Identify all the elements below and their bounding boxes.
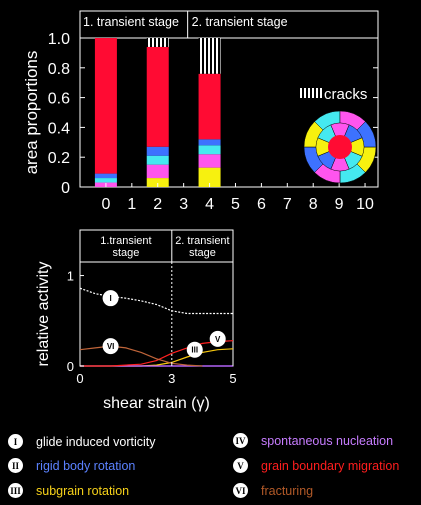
series-line-I: [79, 287, 233, 315]
y-tick-label: 0: [67, 359, 74, 374]
bar-segment-2-1: [146, 164, 169, 179]
x-tick-label: 7: [283, 196, 292, 213]
x-tick-label: 5: [229, 371, 236, 386]
legend-marker-badge: IV: [233, 433, 248, 448]
bar-segment-2-4: [146, 46, 169, 147]
y-tick-label: 0.2: [48, 150, 70, 167]
y-axis-label: relative activity: [35, 262, 52, 367]
legend-item-II: II rigid body rotation: [8, 458, 135, 473]
series-line-III: [80, 348, 234, 367]
bar-segment-4-2: [198, 145, 221, 155]
inset-grain-core: [328, 135, 352, 159]
bar-segment-4-3: [198, 139, 221, 146]
marker-badge-label-V: V: [215, 335, 221, 344]
y-axis-label: area proportions: [22, 51, 41, 175]
x-tick-label: 4: [205, 196, 214, 213]
legend-item-VI: VI fracturing: [233, 483, 313, 498]
y-tick-label: 0.6: [48, 91, 70, 108]
marker-badge-V: [209, 330, 226, 347]
y-tick-label: 1.0: [48, 31, 70, 48]
x-tick-label: 3: [179, 196, 188, 213]
y-tick-label: 0.8: [48, 61, 70, 78]
bar-segment-2-5: [146, 38, 169, 47]
bar-segment-2-0: [146, 178, 169, 187]
y-tick-label: 1: [67, 269, 74, 284]
stage-label-2-line2: stage: [189, 247, 216, 259]
bar-segment-0-4: [94, 38, 117, 174]
cracks-legend-swatch: [300, 88, 322, 98]
marker-badge-label-III: III: [191, 346, 198, 355]
stage-label-1-line2: stage: [112, 247, 139, 259]
x-tick-label: 10: [356, 196, 374, 213]
x-tick-label: 2: [153, 196, 162, 213]
marker-badge-VI: [102, 338, 119, 355]
legend-label: subgrain rotation: [36, 483, 130, 498]
series-line-VI: [79, 345, 203, 367]
legend-item-IV: IV spontaneous nucleation: [233, 433, 393, 448]
marker-badge-III: [186, 341, 203, 358]
legend-marker-badge: II: [8, 458, 23, 473]
x-tick-label: 0: [101, 196, 110, 213]
x-tick-label: 8: [309, 196, 318, 213]
legend-item-III: III subgrain rotation: [8, 483, 129, 498]
legend-marker-badge: V: [233, 458, 248, 473]
stage-label-1: 1. transient stage: [83, 15, 179, 29]
marker-badge-I: [102, 290, 119, 307]
bar-segment-4-4: [198, 73, 221, 140]
plot-frame: [79, 37, 379, 188]
stage-label-2: 2. transient stage: [192, 15, 288, 29]
bar-segment-4-1: [198, 154, 221, 168]
x-tick-label: 5: [231, 196, 240, 213]
legend-label: grain boundary migration: [261, 458, 400, 473]
legend-label: fracturing: [261, 483, 314, 498]
area-proportions-chart: 1. transient stage 2. transient stage 0 0.2…: [22, 10, 379, 213]
cracks-legend-label: cracks: [324, 86, 367, 103]
bar-segment-4-5: [198, 38, 221, 74]
bar-segment-2-3: [146, 146, 169, 156]
x-tick-label: 1: [127, 196, 136, 213]
x-tick-label: 0: [76, 371, 83, 386]
legend-marker-badge: VI: [233, 483, 248, 498]
x-tick-label: 6: [257, 196, 266, 213]
bar-segment-4-0: [198, 167, 221, 187]
bar-segment-2-2: [146, 155, 169, 165]
marker-badge-label-VI: VI: [107, 342, 115, 351]
legend-label: glide induced vorticity: [36, 434, 156, 449]
marker-badge-label-I: I: [109, 294, 111, 303]
x-axis-label: shear strain (γ): [103, 395, 210, 412]
bar-segment-0-2: [94, 178, 117, 183]
legend-label: spontaneous nucleation: [261, 433, 394, 448]
legend-label: rigid body rotation: [36, 458, 136, 473]
y-tick-label: 0: [61, 180, 70, 197]
legend-marker-badge: I: [8, 434, 23, 449]
x-tick-label: 3: [168, 371, 175, 386]
x-tick-label: 9: [335, 196, 344, 213]
bar-segment-0-3: [94, 173, 117, 179]
y-tick-label: 0.4: [48, 120, 70, 137]
stage-label-1-line1: 1.transient: [100, 235, 151, 247]
stage-label-2-line1: 2. transient: [175, 235, 229, 247]
legend-marker-badge: III: [8, 483, 23, 498]
